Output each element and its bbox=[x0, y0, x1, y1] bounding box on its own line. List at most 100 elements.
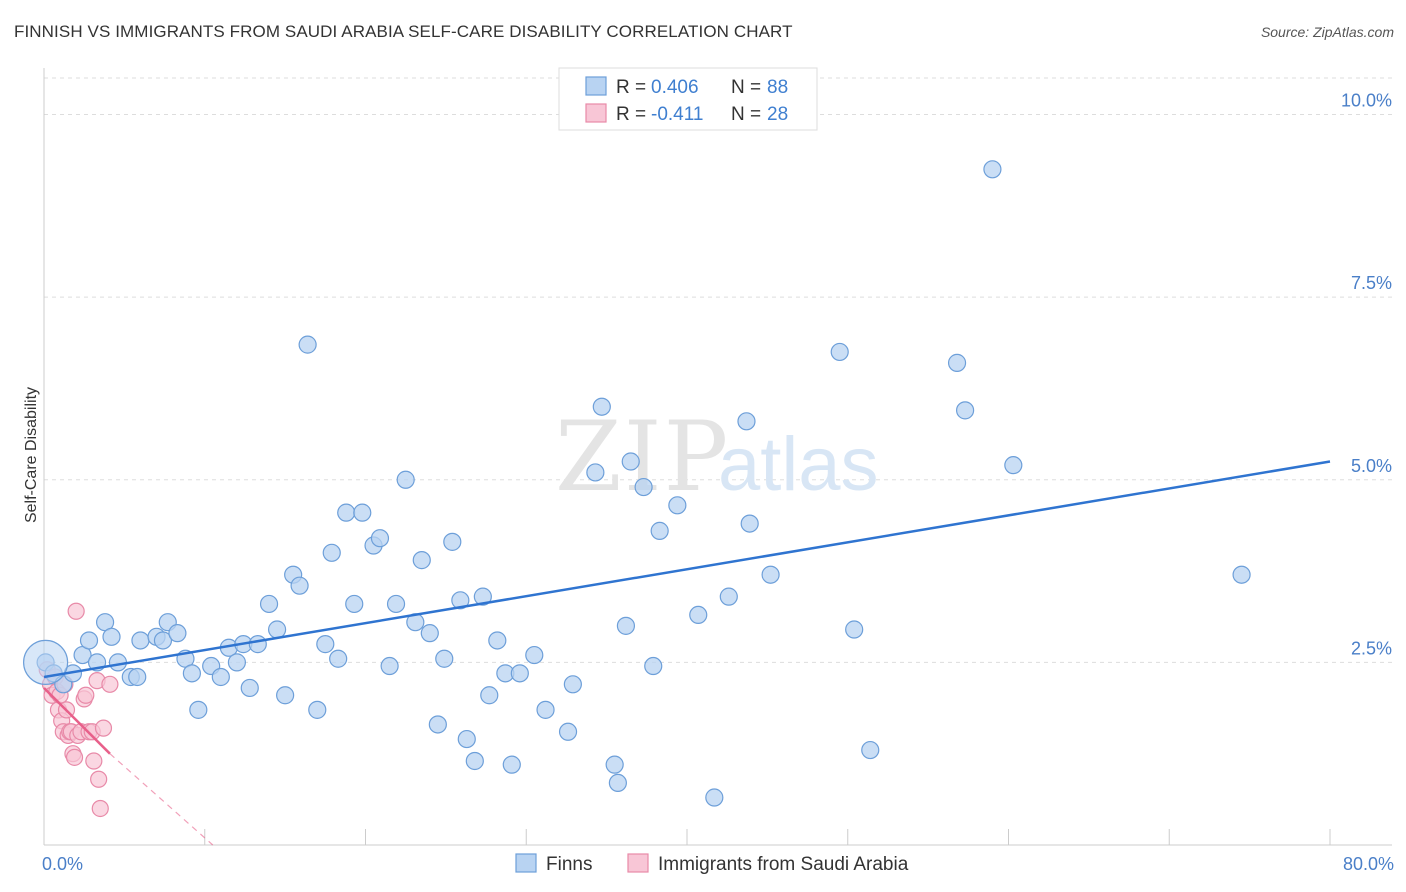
finns-point-28 bbox=[267, 620, 287, 639]
finns-point-59 bbox=[510, 664, 529, 683]
finns-point-71 bbox=[644, 656, 663, 676]
finns-point-86 bbox=[1004, 456, 1023, 475]
saudi-n-label: N = bbox=[731, 104, 761, 125]
chart-title: FINNISH VS IMMIGRANTS FROM SAUDI ARABIA … bbox=[14, 22, 793, 41]
finns-point-49 bbox=[435, 649, 454, 668]
watermark-zip: ZIP bbox=[555, 401, 730, 513]
bottom-legend: Finns Immigrants from Saudi Arabia bbox=[515, 853, 909, 875]
finns-point-16 bbox=[168, 624, 187, 643]
saudi-point-20 bbox=[77, 686, 95, 704]
finns-point-19 bbox=[189, 700, 208, 719]
finns-point-14 bbox=[153, 631, 173, 650]
saudi-point-15 bbox=[65, 748, 84, 766]
finns-point-18 bbox=[182, 664, 201, 683]
finns-point-79 bbox=[761, 565, 780, 584]
finns-r-label: R = bbox=[616, 77, 646, 98]
finns-point-44 bbox=[396, 470, 415, 489]
saudi-point-23 bbox=[85, 752, 103, 770]
finns-point-31 bbox=[290, 576, 309, 595]
watermark: ZIP atlas bbox=[555, 401, 879, 513]
saudi-trend-line bbox=[43, 687, 111, 755]
finns-point-56 bbox=[488, 631, 507, 650]
finns-point-cluster bbox=[23, 639, 69, 685]
finns-point-65 bbox=[592, 397, 611, 416]
finns-point-85 bbox=[983, 160, 1002, 179]
finns-point-84 bbox=[955, 401, 975, 420]
finns-point-35 bbox=[322, 543, 341, 562]
finns-swatch bbox=[585, 76, 607, 96]
x-tick-label-1: 80.0% bbox=[1343, 854, 1394, 874]
finns-point-87 bbox=[1232, 565, 1251, 584]
series-finns-points bbox=[23, 160, 1251, 807]
finns-point-68 bbox=[621, 452, 640, 471]
finns-point-8 bbox=[102, 627, 121, 646]
finns-point-51 bbox=[451, 591, 470, 610]
finns-point-64 bbox=[586, 463, 605, 482]
finns-point-36 bbox=[329, 649, 348, 668]
finns-point-46 bbox=[412, 551, 431, 570]
finns-point-26 bbox=[248, 635, 267, 654]
finns-point-38 bbox=[345, 594, 364, 614]
saudi-point-16 bbox=[67, 602, 85, 620]
y-tick-labels: 2.5% 5.0% 7.5% 10.0% bbox=[1341, 91, 1392, 659]
finns-point-55 bbox=[480, 686, 499, 705]
finns-point-70 bbox=[634, 477, 653, 497]
grid-lines bbox=[44, 77, 1392, 663]
finns-point-78 bbox=[740, 514, 759, 533]
finns-point-29 bbox=[276, 686, 295, 705]
y-tick-label-3: 10.0% bbox=[1341, 91, 1392, 111]
finns-point-61 bbox=[536, 700, 555, 719]
finns-point-41 bbox=[370, 529, 390, 548]
y-axis-label: Self-Care Disability bbox=[23, 387, 40, 523]
source-label: Source: ZipAtlas.com bbox=[1260, 24, 1394, 40]
finns-point-80 bbox=[830, 342, 849, 362]
y-tick-label-1: 5.0% bbox=[1351, 456, 1392, 476]
finns-point-76 bbox=[719, 587, 738, 606]
finns-n-value: 88 bbox=[767, 77, 788, 98]
y-tick-label-2: 7.5% bbox=[1351, 273, 1392, 293]
finns-point-62 bbox=[558, 722, 578, 741]
legend-saudi-swatch bbox=[627, 853, 649, 873]
finns-point-25 bbox=[240, 678, 259, 698]
finns-point-69 bbox=[616, 616, 636, 635]
saudi-point-27 bbox=[94, 719, 113, 737]
finns-point-23 bbox=[227, 653, 246, 672]
stats-legend: R = 0.406 N = 88 R = -0.411 N = 28 bbox=[558, 67, 818, 131]
finns-point-42 bbox=[380, 656, 399, 676]
finns-point-39 bbox=[353, 503, 372, 522]
saudi-r-value: -0.411 bbox=[651, 104, 703, 125]
finns-point-50 bbox=[443, 532, 462, 551]
finns-point-52 bbox=[457, 729, 476, 749]
finns-point-60 bbox=[525, 645, 544, 665]
finns-point-53 bbox=[465, 751, 484, 771]
saudi-n-value: 28 bbox=[767, 104, 788, 125]
finns-point-37 bbox=[337, 503, 356, 522]
finns-n-label: N = bbox=[731, 77, 761, 98]
finns-trend-line bbox=[43, 460, 1331, 679]
saudi-point-25 bbox=[90, 770, 108, 788]
finns-point-81 bbox=[845, 620, 864, 639]
finns-point-43 bbox=[386, 594, 406, 614]
x-tick-labels: 0.0% 80.0% bbox=[42, 854, 1394, 874]
finns-point-67 bbox=[608, 773, 627, 793]
finns-point-32 bbox=[298, 335, 317, 354]
finns-point-83 bbox=[947, 353, 967, 372]
finns-point-82 bbox=[861, 740, 880, 760]
saudi-swatch bbox=[585, 103, 607, 123]
legend-saudi-label: Immigrants from Saudi Arabia bbox=[658, 854, 909, 875]
finns-point-5 bbox=[79, 631, 99, 650]
finns-point-75 bbox=[705, 788, 724, 807]
saudi-point-26 bbox=[91, 799, 109, 818]
x-tick-label-0: 0.0% bbox=[42, 854, 83, 874]
trend-lines bbox=[43, 460, 1331, 846]
saudi-point-28 bbox=[101, 675, 119, 693]
finns-point-74 bbox=[689, 605, 708, 625]
watermark-atlas: atlas bbox=[718, 422, 879, 507]
legend-finns-swatch bbox=[515, 853, 537, 873]
finns-point-72 bbox=[650, 521, 669, 540]
y-tick-label-0: 2.5% bbox=[1351, 638, 1392, 658]
finns-point-12 bbox=[131, 631, 150, 650]
saudi-r-label: R = bbox=[616, 104, 646, 125]
legend-finns-label: Finns bbox=[546, 854, 592, 875]
